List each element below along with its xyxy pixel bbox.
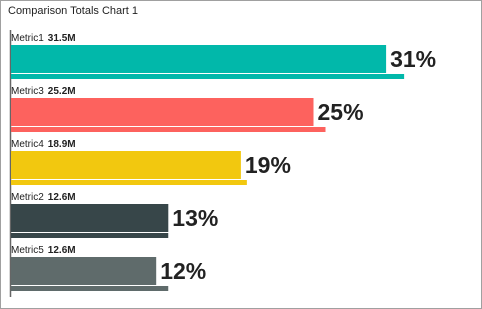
- bar: [11, 204, 169, 232]
- percent-label: 12%: [160, 258, 206, 284]
- bar: [11, 257, 157, 285]
- category-label: Metric5: [11, 245, 44, 256]
- value-label: 25.2M: [48, 86, 76, 97]
- category-label: Metric4: [11, 139, 44, 150]
- percent-label: 31%: [390, 46, 436, 72]
- bar: [11, 151, 241, 179]
- percent-label: 13%: [172, 205, 218, 231]
- value-label: 18.9M: [48, 139, 76, 150]
- value-bar: [11, 180, 247, 185]
- chart-title: Comparison Totals Chart 1: [8, 5, 138, 17]
- category-label: Metric3: [11, 86, 44, 97]
- bar-label: Metric4 18.9M: [11, 139, 76, 150]
- percent-label: 25%: [318, 99, 364, 125]
- bar: [11, 45, 387, 73]
- bar-label: Metric2 12.6M: [11, 192, 76, 203]
- category-label: Metric1: [11, 33, 44, 44]
- value-bar: [11, 233, 169, 238]
- value-label: 12.6M: [48, 245, 76, 256]
- category-label: Metric2: [11, 192, 44, 203]
- value-bar: [11, 127, 326, 132]
- bar-label: Metric5 12.6M: [11, 245, 76, 256]
- percent-label: 19%: [245, 152, 291, 178]
- bar: [11, 98, 314, 126]
- bar-label: Metric3 25.2M: [11, 86, 76, 97]
- value-bar: [11, 74, 405, 79]
- value-label: 12.6M: [48, 192, 76, 203]
- value-bar: [11, 286, 169, 291]
- bar-label: Metric1 31.5M: [11, 33, 76, 44]
- value-label: 31.5M: [48, 33, 76, 44]
